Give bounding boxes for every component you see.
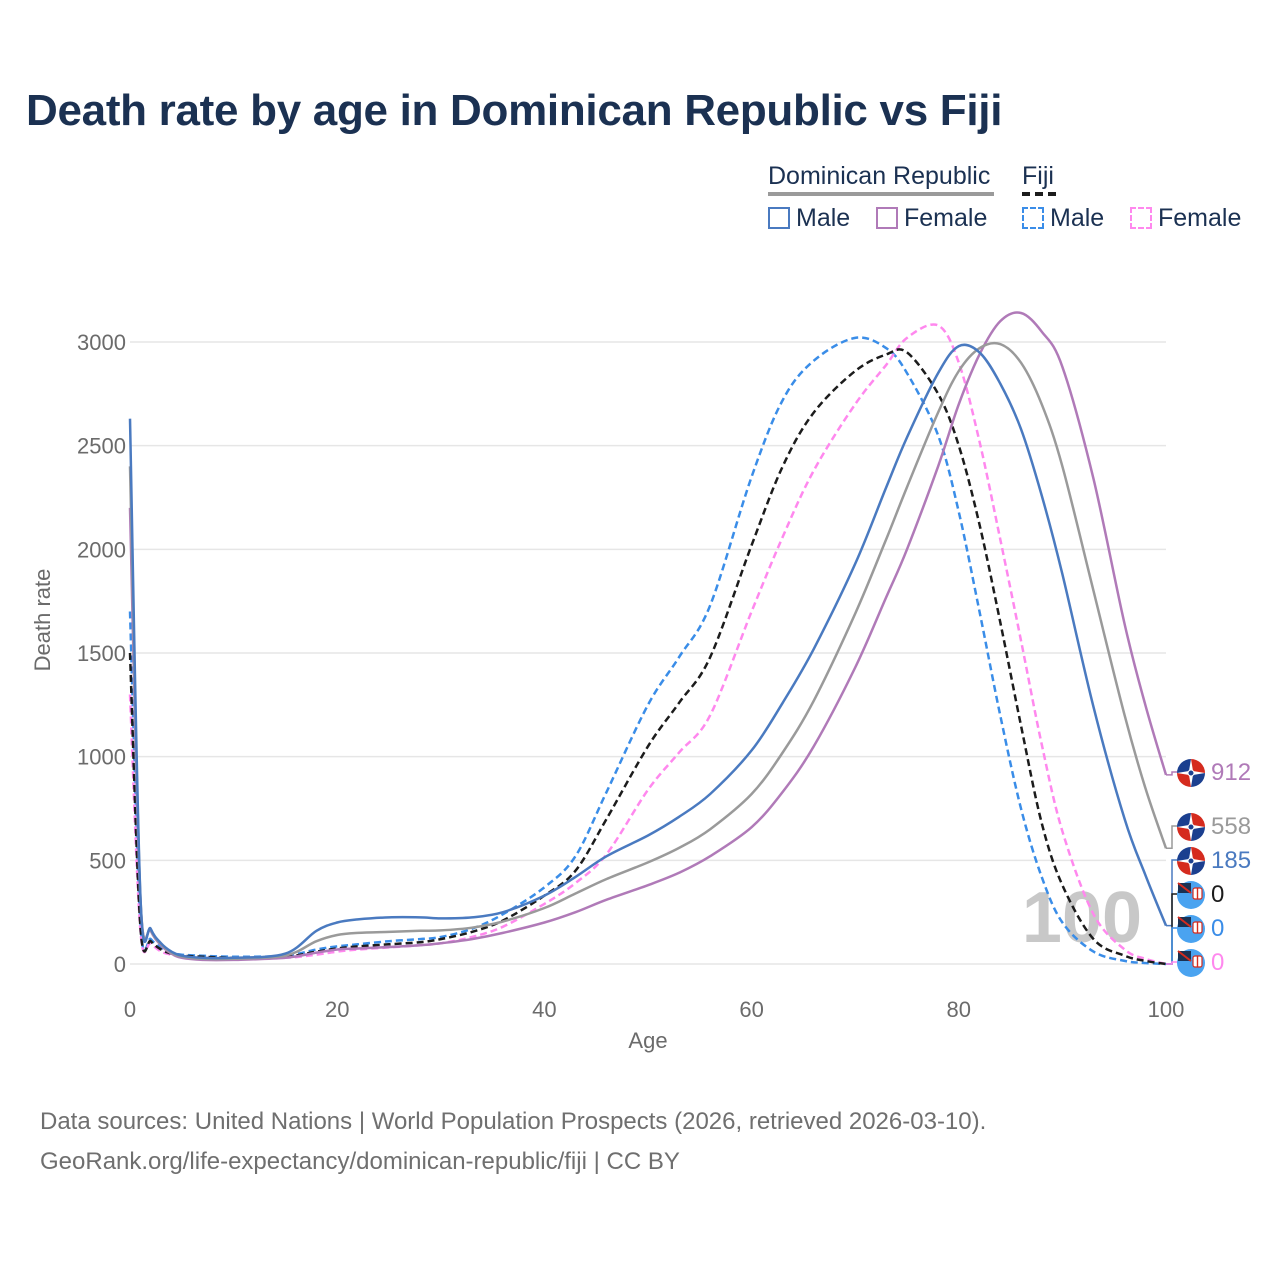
- dominican-republic-flag-icon: [1177, 813, 1205, 841]
- legend-group-underline-dashed: [1022, 192, 1056, 196]
- x-tick-label: 20: [325, 997, 349, 1022]
- dominican-republic-flag-icon: [1177, 759, 1205, 787]
- legend-swatch: [1130, 207, 1152, 229]
- series-group: [128, 311, 1168, 966]
- end-value-label: 0: [1211, 881, 1224, 908]
- footer-link[interactable]: GeoRank.org/life-expectancy/dominican-re…: [40, 1148, 680, 1175]
- end-value-label: 0: [1211, 915, 1224, 942]
- legend-label: Male: [796, 204, 851, 232]
- end-value-label: 558: [1211, 813, 1251, 840]
- x-tick-label: 60: [739, 997, 763, 1022]
- series-line-fiji-male[interactable]: [128, 336, 1167, 966]
- fiji-flag-icon: [1177, 949, 1205, 977]
- x-tick-label: 80: [947, 997, 971, 1022]
- series-line-dominican-republic-male[interactable]: [128, 343, 1168, 960]
- fiji-flag-icon: [1177, 881, 1205, 909]
- grid: [130, 341, 1166, 965]
- age-watermark: 100: [1022, 878, 1142, 958]
- end-label-connector: [1166, 961, 1178, 965]
- legend-item-dr-female[interactable]: Female: [876, 204, 987, 233]
- series-line-dominican-republic-total[interactable]: [128, 341, 1168, 961]
- legend-group-fiji[interactable]: Fiji: [1022, 162, 1054, 191]
- x-axis-label: Age: [628, 1028, 667, 1053]
- y-tick-label: 2500: [77, 434, 126, 459]
- y-tick-label: 1500: [77, 641, 126, 666]
- end-value-label: 0: [1211, 949, 1224, 976]
- x-tick-label: 100: [1148, 997, 1185, 1022]
- y-axis-label: Death rate: [30, 569, 55, 672]
- x-tick-label: 40: [532, 997, 556, 1022]
- legend-item-fiji-female[interactable]: Female: [1130, 204, 1241, 233]
- end-labels: 912 558 185 0 0 0: [1166, 759, 1251, 977]
- y-tick-label: 500: [89, 848, 126, 873]
- legend-group-label: Fiji: [1022, 162, 1054, 190]
- y-axis: 0 500 1000 1500 2000 2500 3000: [77, 330, 126, 977]
- end-label-connector: [1166, 825, 1178, 850]
- y-tick-label: 1000: [77, 745, 126, 770]
- footer-sources: Data sources: United Nations | World Pop…: [40, 1108, 987, 1135]
- dominican-republic-flag-icon: [1177, 847, 1205, 875]
- legend-group-dominican-republic[interactable]: Dominican Republic: [768, 162, 990, 191]
- legend-swatch: [876, 207, 898, 229]
- y-tick-label: 0: [114, 952, 126, 977]
- series-line-fiji-female[interactable]: [128, 323, 1167, 966]
- end-label-connector: [1166, 771, 1178, 776]
- y-tick-label: 3000: [77, 330, 126, 355]
- x-tick-label: 0: [124, 997, 136, 1022]
- legend-group-underline-solid: [768, 192, 994, 196]
- end-label-connector: [1166, 927, 1178, 965]
- legend-item-dr-male[interactable]: Male: [768, 204, 850, 233]
- end-value-label: 912: [1211, 759, 1251, 786]
- series-line-fiji-total[interactable]: [128, 348, 1167, 966]
- legend-swatch: [1022, 207, 1044, 229]
- end-label-connector: [1166, 859, 1178, 927]
- legend-label: Female: [904, 204, 988, 232]
- legend-label: Female: [1158, 204, 1242, 232]
- chart-title: Death rate by age in Dominican Republic …: [26, 86, 1003, 135]
- legend-group-label: Dominican Republic: [768, 162, 991, 190]
- fiji-flag-icon: [1177, 915, 1205, 943]
- end-value-label: 185: [1211, 847, 1251, 874]
- y-tick-label: 2000: [77, 537, 126, 562]
- legend-swatch: [768, 207, 790, 229]
- x-axis: 0 20 40 60 80 100: [124, 997, 1184, 1022]
- legend-label: Male: [1050, 204, 1105, 232]
- legend-item-fiji-male[interactable]: Male: [1022, 204, 1104, 233]
